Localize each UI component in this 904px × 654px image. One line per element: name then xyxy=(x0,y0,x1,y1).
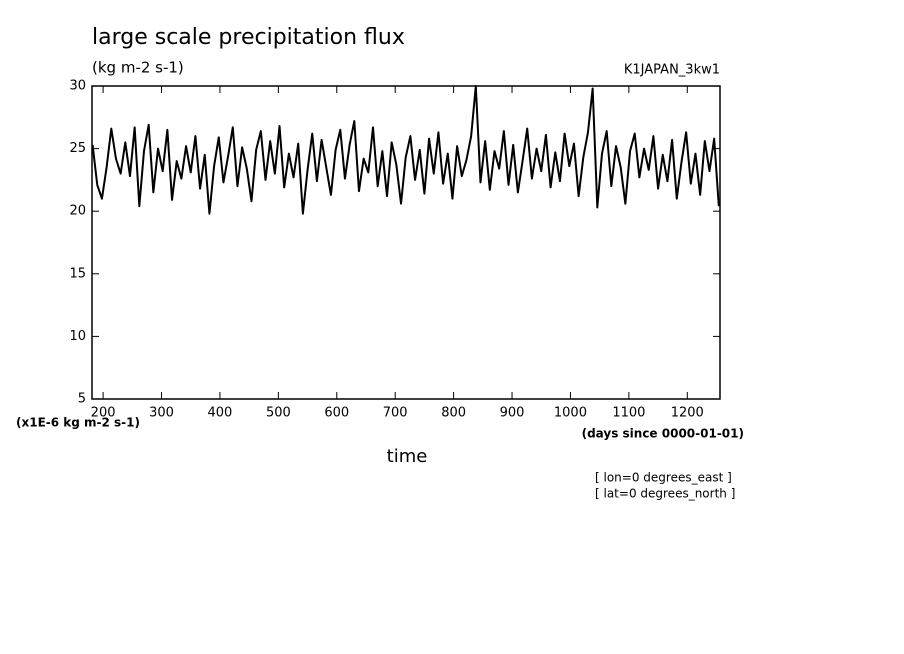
y-tick-label: 5 xyxy=(78,392,86,407)
x-axis-label: time xyxy=(387,446,428,467)
x-tick-label: 900 xyxy=(500,406,525,421)
x-tick-label: 1200 xyxy=(671,406,704,421)
y-tick-label: 20 xyxy=(69,204,86,219)
x-tick-label: 1100 xyxy=(612,406,645,421)
plot-frame xyxy=(91,85,721,400)
annotation: [ lon=0 degrees_east ] xyxy=(595,471,732,485)
x-tick-label: 700 xyxy=(383,406,408,421)
dataset-label: K1JAPAN_3kw1 xyxy=(624,63,720,78)
chart-title: large scale precipitation flux xyxy=(92,25,405,50)
y-tick-label: 25 xyxy=(69,141,86,156)
x-tick-label: 300 xyxy=(149,406,174,421)
data-line xyxy=(91,85,720,215)
x-unit-label: (days since 0000-01-01) xyxy=(582,427,744,441)
chart-subtitle: (kg m-2 s-1) xyxy=(92,59,184,77)
annotation: [ lat=0 degrees_north ] xyxy=(595,487,735,501)
x-tick-label: 600 xyxy=(324,406,349,421)
y-unit-label: (x1E-6 kg m-2 s-1) xyxy=(16,416,140,430)
x-tick-label: 200 xyxy=(91,406,116,421)
x-tick-label: 500 xyxy=(266,406,291,421)
x-tick-label: 400 xyxy=(208,406,233,421)
x-tick-label: 800 xyxy=(441,406,466,421)
x-tick-label: 1000 xyxy=(554,406,587,421)
y-tick-label: 10 xyxy=(69,329,86,344)
y-tick-label: 30 xyxy=(69,79,86,94)
y-tick-label: 15 xyxy=(69,266,86,281)
